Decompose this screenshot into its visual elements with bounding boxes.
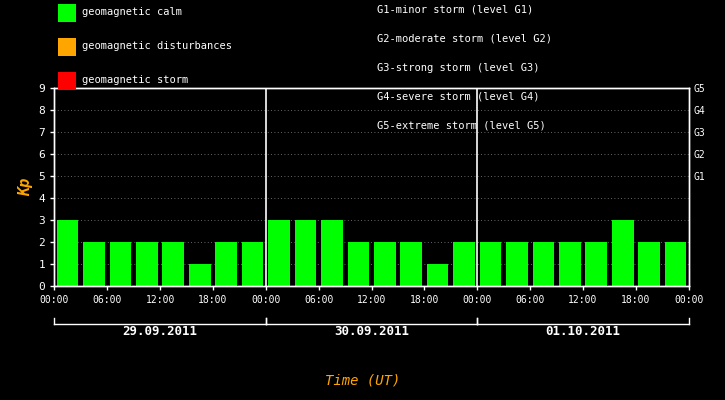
- Text: geomagnetic disturbances: geomagnetic disturbances: [82, 41, 232, 51]
- Text: G5-extreme storm (level G5): G5-extreme storm (level G5): [377, 120, 546, 130]
- Text: geomagnetic calm: geomagnetic calm: [82, 7, 182, 17]
- Text: G2-moderate storm (level G2): G2-moderate storm (level G2): [377, 34, 552, 44]
- Text: G1-minor storm (level G1): G1-minor storm (level G1): [377, 5, 534, 15]
- Bar: [453, 242, 475, 286]
- Text: Time (UT): Time (UT): [325, 374, 400, 388]
- Text: geomagnetic storm: geomagnetic storm: [82, 75, 188, 85]
- Bar: [427, 264, 449, 286]
- Bar: [585, 242, 607, 286]
- Bar: [612, 220, 634, 286]
- Bar: [189, 264, 210, 286]
- Bar: [136, 242, 158, 286]
- Text: 01.10.2011: 01.10.2011: [545, 325, 621, 338]
- Bar: [215, 242, 237, 286]
- Text: 30.09.2011: 30.09.2011: [334, 325, 409, 338]
- Y-axis label: Kp: Kp: [18, 178, 33, 196]
- Bar: [162, 242, 184, 286]
- Bar: [480, 242, 502, 286]
- Bar: [533, 242, 554, 286]
- Bar: [241, 242, 263, 286]
- Text: 29.09.2011: 29.09.2011: [123, 325, 198, 338]
- Bar: [57, 220, 78, 286]
- Bar: [294, 220, 316, 286]
- Bar: [506, 242, 528, 286]
- Text: G3-strong storm (level G3): G3-strong storm (level G3): [377, 63, 539, 73]
- Bar: [83, 242, 105, 286]
- Bar: [638, 242, 660, 286]
- Bar: [665, 242, 687, 286]
- Bar: [559, 242, 581, 286]
- Bar: [400, 242, 422, 286]
- Bar: [268, 220, 290, 286]
- Bar: [374, 242, 396, 286]
- Bar: [109, 242, 131, 286]
- Text: G4-severe storm (level G4): G4-severe storm (level G4): [377, 91, 539, 101]
- Bar: [321, 220, 343, 286]
- Bar: [347, 242, 369, 286]
